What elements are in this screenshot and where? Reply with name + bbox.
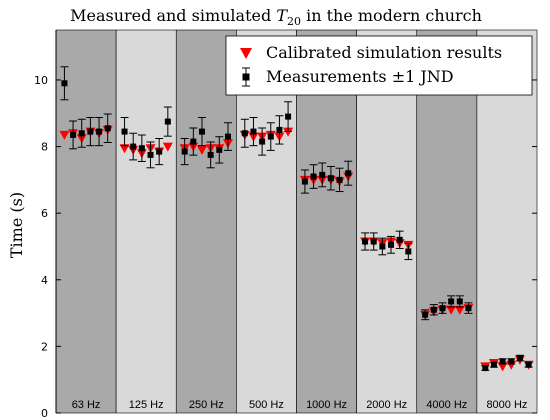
meas-marker-5-5 [405,248,412,255]
meas-marker-4-2 [319,171,326,178]
meas-marker-5-1 [370,238,377,245]
band-label-0: 63 Hz [72,399,101,411]
meas-marker-3-5 [285,113,292,120]
sim-marker-0-0 [59,130,70,140]
meas-marker-7-2 [499,358,506,365]
meas-marker-4-5 [345,170,352,177]
meas-marker-6-3 [448,298,455,305]
band-label-4: 1000 Hz [306,399,347,411]
meas-marker-5-0 [362,238,369,245]
band-label-2: 250 Hz [189,399,224,411]
meas-marker-2-4 [216,146,223,153]
y-axis-label: Time (s) [7,192,26,258]
legend-sim-label: Calibrated simulation results [266,43,502,62]
sim-marker-1-5 [162,142,173,152]
meas-marker-6-2 [439,305,446,312]
meas-marker-7-3 [508,358,515,365]
meas-marker-4-3 [327,175,334,182]
sim-marker-3-5 [283,127,294,137]
y-tick-label-4: 8 [41,141,48,154]
meas-marker-3-2 [259,138,266,145]
legend-meas-label: Measurements ±1 JND [266,67,454,86]
chart-title-symbol: T [276,6,288,25]
meas-marker-4-4 [336,176,343,183]
meas-marker-5-4 [396,236,403,243]
chart-title-prefix: Measured and simulated [70,6,276,25]
chart-title-suffix: in the modern church [301,6,482,25]
meas-marker-2-3 [207,151,214,158]
band-label-3: 500 Hz [249,399,284,411]
meas-marker-6-4 [456,298,463,305]
meas-marker-1-2 [138,145,145,152]
band-label-6: 4000 Hz [426,399,467,411]
meas-marker-1-1 [130,143,137,150]
y-tick-label-5: 10 [34,74,48,87]
meas-marker-3-3 [267,133,274,140]
meas-marker-5-2 [379,243,386,250]
meas-marker-7-1 [490,361,497,368]
meas-marker-2-2 [198,128,205,135]
y-tick-label-0: 0 [41,407,48,420]
band-0 [55,29,117,414]
meas-marker-0-5 [104,125,111,132]
meas-marker-4-1 [310,173,317,180]
meas-marker-0-1 [70,131,77,138]
band-label-7: 8000 Hz [486,399,527,411]
legend-meas-marker [242,73,250,81]
legend-box [225,35,533,96]
meas-marker-1-0 [121,128,128,135]
y-tick-label-3: 6 [41,207,48,220]
band-label-5: 2000 Hz [366,399,407,411]
meas-marker-7-0 [482,365,489,372]
legend-sim-marker [240,48,252,59]
meas-marker-0-4 [96,128,103,135]
sim-marker-6-3 [446,305,457,315]
meas-marker-2-1 [190,138,197,145]
data-points [59,66,534,372]
meas-marker-1-3 [147,151,154,158]
meas-marker-0-2 [78,130,85,137]
meas-marker-7-5 [525,361,532,368]
meas-marker-3-1 [250,128,257,135]
band-1 [115,29,177,414]
chart-title-subscript: 20 [287,15,301,28]
meas-marker-6-5 [465,305,472,312]
sim-marker-2-2 [196,145,207,155]
meas-marker-3-4 [276,126,283,133]
band-label-1: 125 Hz [129,399,164,411]
chart-title: Measured and simulated T20 in the modern… [70,6,482,28]
y-tick-label-1: 2 [41,340,48,353]
meas-marker-3-0 [241,130,248,137]
meas-marker-0-0 [61,80,68,87]
y-axis: 0 2 4 6 8 10 [34,30,537,420]
meas-marker-7-4 [516,355,523,362]
meas-marker-6-0 [422,311,429,318]
meas-marker-1-4 [156,148,163,155]
y-tick-label-2: 4 [41,274,48,287]
sim-marker-6-4 [454,305,465,315]
meas-marker-1-5 [164,118,171,125]
sim-marker-1-0 [119,144,130,154]
meas-marker-2-0 [181,148,188,155]
legend: Calibrated simulation results Measurement… [225,35,533,96]
meas-marker-0-3 [87,128,94,135]
meas-marker-6-1 [430,306,437,313]
sim-marker-7-2 [497,362,508,372]
meas-marker-4-0 [301,178,308,185]
meas-marker-2-5 [224,133,231,140]
meas-marker-5-3 [388,241,395,248]
